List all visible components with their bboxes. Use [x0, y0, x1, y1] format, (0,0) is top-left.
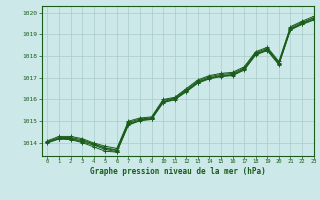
- X-axis label: Graphe pression niveau de la mer (hPa): Graphe pression niveau de la mer (hPa): [90, 167, 266, 176]
